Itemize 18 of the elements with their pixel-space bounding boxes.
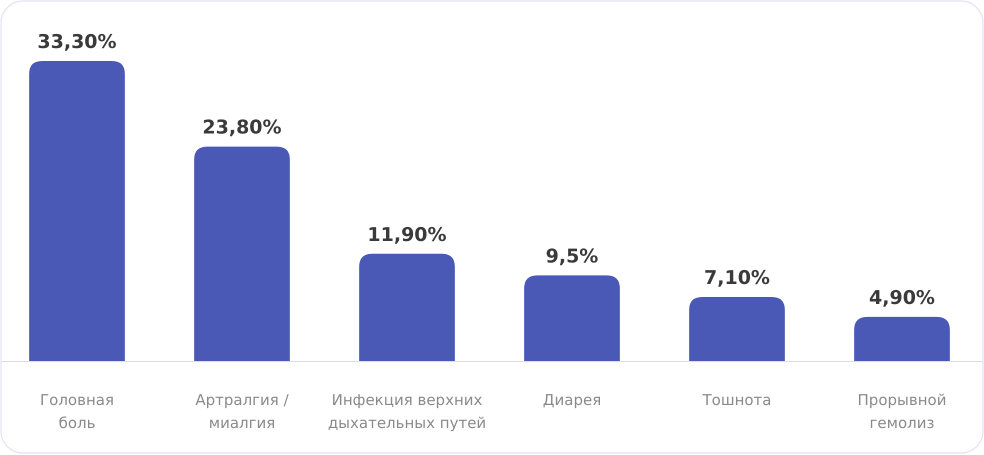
bar bbox=[194, 146, 290, 361]
x-tick-label: Тошнота bbox=[702, 391, 772, 409]
bar bbox=[854, 316, 950, 361]
x-tick-label: Прорывной гемолиз bbox=[858, 391, 946, 432]
data-label: 23,80% bbox=[202, 116, 282, 139]
x-tick-label: Инфекция верхних дыхательных путей bbox=[328, 391, 486, 432]
bar bbox=[359, 254, 455, 361]
data-label: 9,5% bbox=[546, 245, 598, 268]
bar bbox=[524, 275, 620, 361]
x-tick-label: Артралгия / миалгия bbox=[195, 391, 290, 432]
x-tick-label: Диарея bbox=[542, 391, 602, 409]
x-tick-label: Головная боль bbox=[40, 391, 114, 432]
data-label: 4,90% bbox=[869, 286, 935, 309]
bar bbox=[29, 61, 125, 361]
data-label: 7,10% bbox=[704, 267, 770, 290]
bar bbox=[689, 297, 785, 361]
data-label: 33,30% bbox=[37, 31, 117, 53]
data-label: 11,90% bbox=[367, 224, 447, 246]
